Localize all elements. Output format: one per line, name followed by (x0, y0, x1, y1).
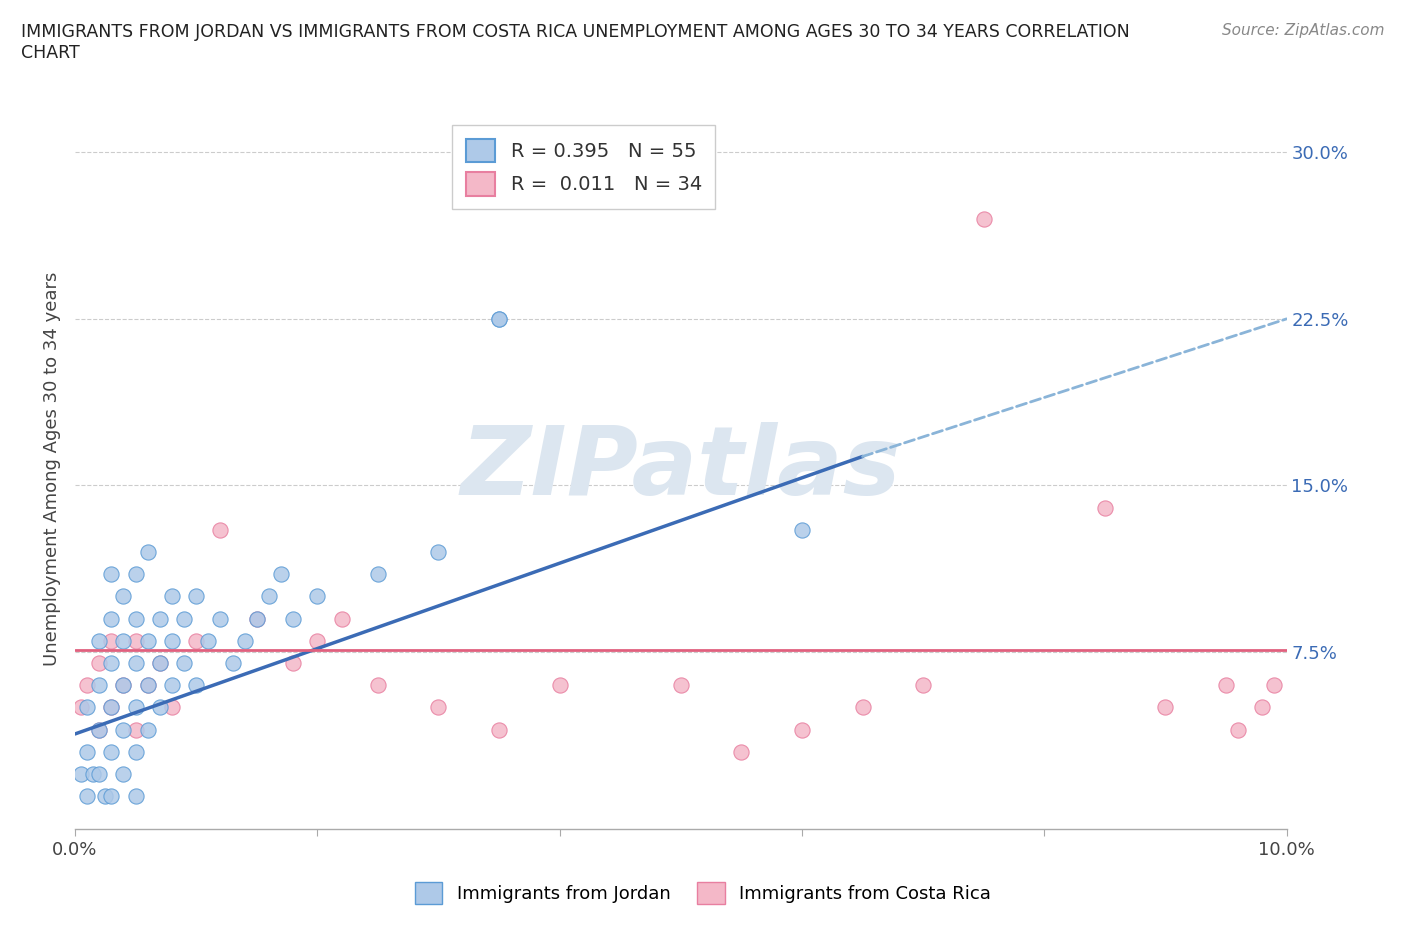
Point (112, 589, 135, 604)
Point (76, 700, 98, 715)
Point (186, 633, 208, 648)
Point (160, 589, 183, 604)
Point (209, 611, 232, 626)
Point (488, 312, 510, 326)
Point (89, 656, 111, 671)
Text: ZIPatlas: ZIPatlas (461, 422, 901, 515)
Point (112, 633, 135, 648)
Point (112, 678, 135, 693)
Point (912, 678, 935, 693)
Point (281, 656, 304, 671)
Point (76, 678, 98, 693)
Point (136, 722, 159, 737)
Point (427, 544, 450, 559)
Text: Source: ZipAtlas.com: Source: ZipAtlas.com (1222, 23, 1385, 38)
Point (94, 789, 117, 804)
Point (367, 566, 389, 581)
Text: IMMIGRANTS FROM JORDAN VS IMMIGRANTS FROM COSTA RICA UNEMPLOYMENT AMONG AGES 30 : IMMIGRANTS FROM JORDAN VS IMMIGRANTS FRO… (21, 23, 1130, 62)
Point (124, 566, 146, 581)
Point (89, 633, 111, 648)
Y-axis label: Unemployment Among Ages 30 to 34 years: Unemployment Among Ages 30 to 34 years (44, 272, 60, 666)
Point (160, 633, 183, 648)
Point (124, 744, 146, 759)
Point (76, 744, 98, 759)
Point (89, 766, 111, 781)
Point (70, 766, 93, 781)
Point (124, 633, 146, 648)
Point (149, 700, 172, 715)
Point (488, 312, 510, 326)
Point (160, 678, 183, 693)
Point (136, 678, 159, 693)
Point (112, 766, 135, 781)
Point (669, 678, 692, 693)
Point (790, 722, 813, 737)
Legend: Immigrants from Jordan, Immigrants from Costa Rica: Immigrants from Jordan, Immigrants from … (408, 875, 998, 911)
Point (89, 678, 111, 693)
Point (112, 722, 135, 737)
Point (124, 722, 146, 737)
Legend: R = 0.395   N = 55, R =  0.011   N = 34: R = 0.395 N = 55, R = 0.011 N = 34 (453, 125, 716, 209)
Point (100, 656, 122, 671)
Point (367, 678, 389, 693)
Point (427, 700, 450, 715)
Point (149, 656, 172, 671)
Point (851, 700, 873, 715)
Point (790, 523, 813, 538)
Point (100, 744, 122, 759)
Point (209, 523, 232, 538)
Point (124, 700, 146, 715)
Point (233, 633, 256, 648)
Point (124, 789, 146, 804)
Point (100, 700, 122, 715)
Point (89, 722, 111, 737)
Point (197, 633, 219, 648)
Point (136, 544, 159, 559)
Point (270, 566, 292, 581)
Point (330, 611, 353, 626)
Point (730, 744, 752, 759)
Point (124, 611, 146, 626)
Point (89, 722, 111, 737)
Point (186, 589, 208, 604)
Point (257, 589, 280, 604)
Point (100, 633, 122, 648)
Point (1215, 678, 1237, 693)
Point (149, 656, 172, 671)
Point (307, 589, 329, 604)
Point (100, 566, 122, 581)
Point (1154, 700, 1177, 715)
Point (136, 633, 159, 648)
Point (548, 678, 571, 693)
Point (100, 611, 122, 626)
Point (124, 656, 146, 671)
Point (186, 678, 208, 693)
Point (173, 656, 195, 671)
Point (100, 700, 122, 715)
Point (1251, 700, 1274, 715)
Point (488, 722, 510, 737)
Point (1227, 722, 1250, 737)
Point (1094, 500, 1116, 515)
Point (70, 700, 93, 715)
Point (1263, 678, 1285, 693)
Point (307, 633, 329, 648)
Point (112, 678, 135, 693)
Point (221, 656, 243, 671)
Point (82, 766, 104, 781)
Point (173, 611, 195, 626)
Point (136, 678, 159, 693)
Point (149, 611, 172, 626)
Point (76, 789, 98, 804)
Point (246, 611, 269, 626)
Point (246, 611, 269, 626)
Point (100, 789, 122, 804)
Point (973, 211, 995, 226)
Point (160, 700, 183, 715)
Point (281, 611, 304, 626)
